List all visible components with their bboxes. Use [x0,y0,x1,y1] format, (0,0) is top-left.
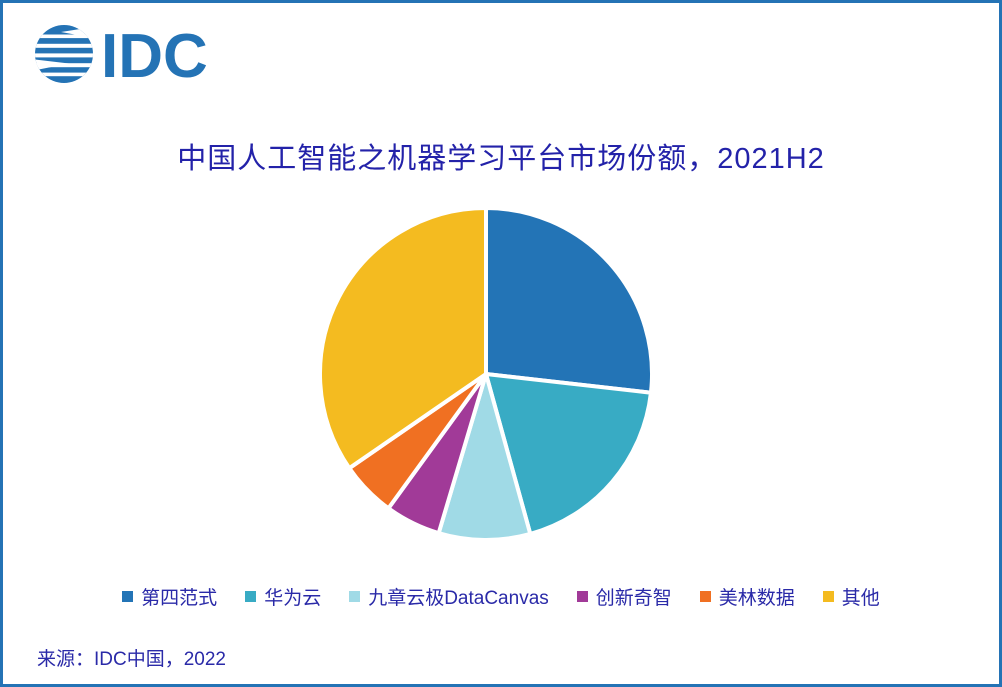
chart-legend: 第四范式 华为云 九章云极DataCanvas 创新奇智 美林数据 其他 [3,583,999,610]
legend-label: 美林数据 [718,588,795,609]
source-note: 来源：IDC中国，2022 [37,649,226,670]
legend-item-其他: 其他 [822,583,880,610]
legend-item-第四范式: 第四范式 [122,583,217,610]
legend-label: 第四范式 [141,588,218,609]
legend-item-九章云极DataCanvas: 九章云极DataCanvas [349,583,549,610]
pie-slice-华为云 [484,372,653,536]
pie-slice-第四范式 [484,206,654,395]
legend-label: 创新奇智 [595,588,672,609]
idc-logo: IDC [35,22,208,87]
legend-swatch-icon [822,591,834,602]
legend-swatch-icon [245,591,257,602]
chart-title: 中国人工智能之机器学习平台市场份额，2021H2 [177,143,825,175]
pie-chart [318,206,654,542]
legend-swatch-icon [122,591,134,602]
legend-swatch-icon [349,591,361,602]
legend-label: 其他 [841,588,880,609]
legend-swatch-icon [699,591,711,602]
legend-label: 华为云 [264,588,322,609]
legend-label: 九章云极DataCanvas [368,588,549,609]
legend-item-华为云: 华为云 [245,583,321,610]
legend-swatch-icon [576,591,588,602]
idc-globe-icon [35,25,93,83]
pie-slice-其他 [318,206,488,471]
idc-logo-text: IDC [101,22,208,87]
legend-item-创新奇智: 创新奇智 [576,583,672,610]
legend-item-美林数据: 美林数据 [699,583,795,610]
